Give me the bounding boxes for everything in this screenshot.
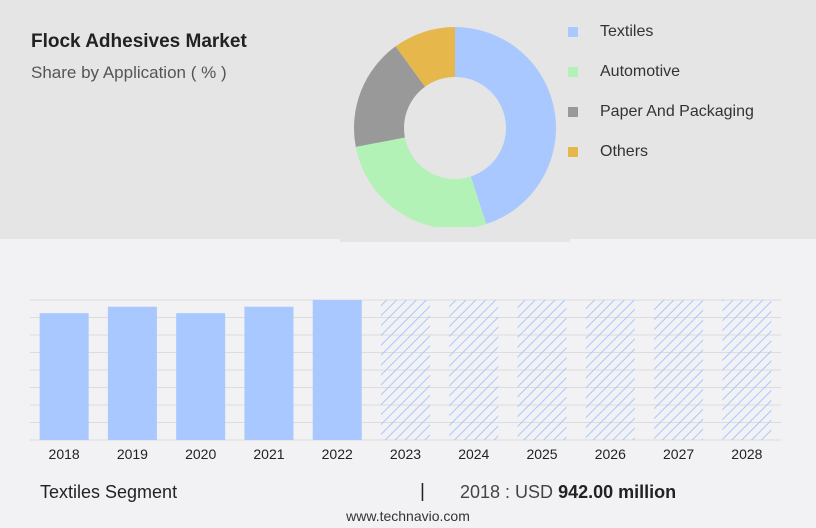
bar-2028: [722, 300, 772, 440]
segment-value-prefix: 2018 : USD: [460, 482, 554, 502]
bar-2022: [312, 300, 362, 440]
legend-item-others: Others: [568, 132, 754, 172]
legend-item-paper-and-packaging: Paper And Packaging: [568, 92, 754, 132]
source-link[interactable]: www.technavio.com: [346, 508, 470, 524]
bar-2018: [39, 313, 89, 440]
x-tick-label: 2023: [390, 446, 421, 462]
donut-slice-textiles: [455, 27, 556, 225]
legend-label: Automotive: [600, 63, 681, 80]
x-tick-label: 2021: [253, 446, 284, 462]
bar-2025: [517, 300, 567, 440]
x-tick-label: 2027: [663, 446, 694, 462]
segment-value: 2018 : USD 942.00 million: [460, 482, 676, 503]
bar-2020: [176, 313, 226, 440]
legend-label: Others: [600, 143, 649, 160]
donut-slice-automotive: [355, 137, 487, 229]
legend-swatch-paper-and-packaging: [568, 107, 578, 117]
bar-2019: [107, 306, 157, 440]
legend-item-textiles: Textiles: [568, 12, 754, 52]
donut-chart: [340, 27, 570, 242]
legend-label: Paper And Packaging: [600, 103, 754, 120]
bar-2021: [244, 306, 294, 440]
chart-title: Flock Adhesives Market: [31, 31, 247, 52]
bar-2026: [585, 300, 635, 440]
chart-subtitle: Share by Application ( % ): [31, 63, 227, 82]
x-tick-label: 2019: [117, 446, 148, 462]
donut-slice-others: [395, 27, 455, 87]
x-tick-label: 2026: [595, 446, 626, 462]
segment-label: Textiles Segment: [40, 482, 178, 502]
x-tick-label: 2025: [526, 446, 557, 462]
segment-value-amount: 942.00 million: [558, 482, 677, 502]
footer-divider: |: [420, 481, 425, 502]
x-tick-label: 2018: [49, 446, 80, 462]
legend-item-automotive: Automotive: [568, 52, 754, 92]
x-tick-label: 2028: [731, 446, 762, 462]
legend-swatch-automotive: [568, 67, 578, 77]
x-tick-label: 2024: [458, 446, 489, 462]
x-tick-label: 2022: [322, 446, 353, 462]
legend-swatch-textiles: [568, 27, 578, 37]
x-tick-label: 2020: [185, 446, 216, 462]
donut-crop: [340, 227, 570, 242]
donut-slice-paper-and-packaging: [354, 46, 426, 147]
bar-2024: [449, 300, 499, 440]
legend: Textiles Automotive Paper And Packaging …: [568, 12, 754, 172]
bar-2023: [381, 300, 430, 440]
legend-swatch-others: [568, 147, 578, 157]
bar-chart: 2018 2019 2020 2021 2022 2023 2024 2025 2026 2027…: [30, 299, 781, 462]
bar-2027: [654, 300, 704, 440]
legend-label: Textiles: [600, 23, 654, 40]
